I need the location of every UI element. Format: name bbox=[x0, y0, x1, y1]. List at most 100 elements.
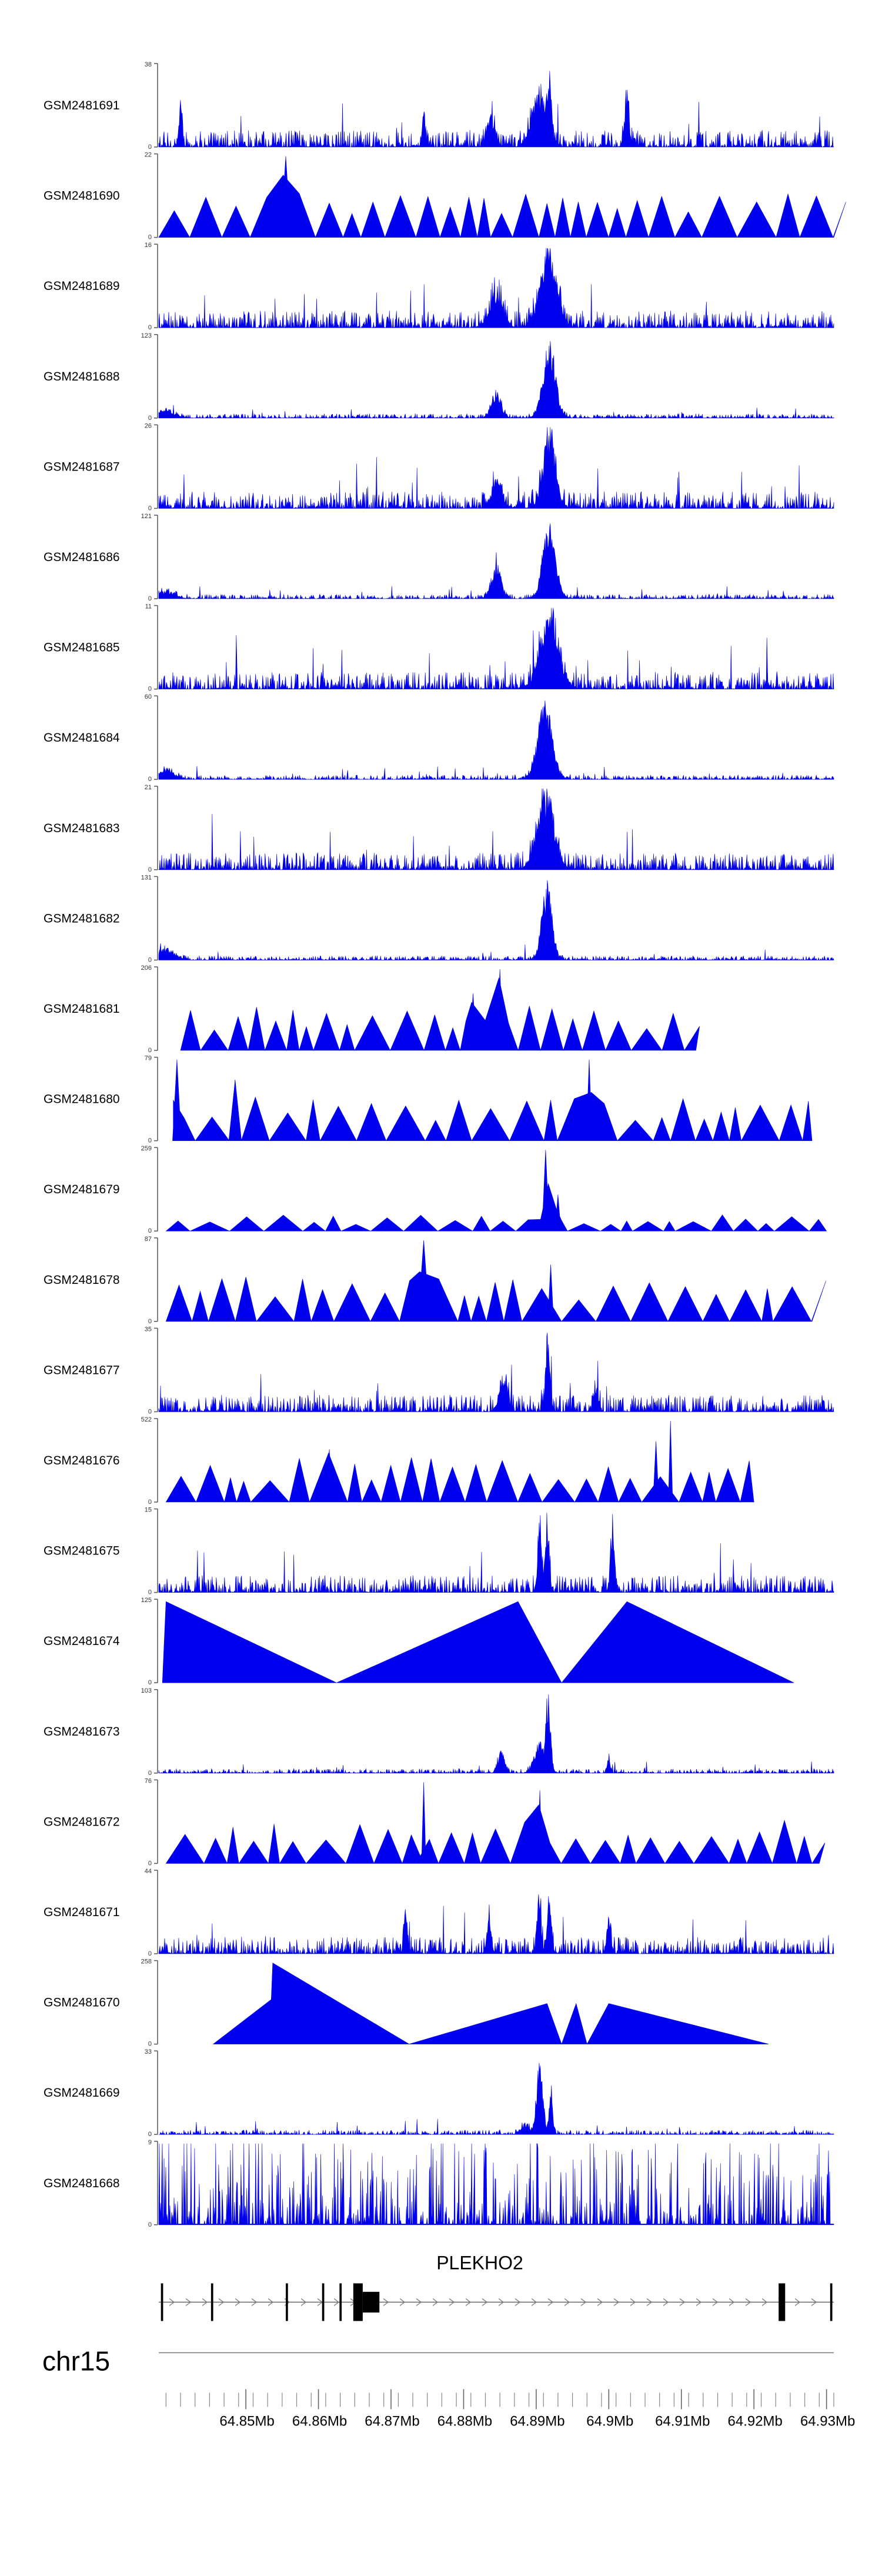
strand-chevron bbox=[449, 2298, 455, 2306]
y-max-label: 11 bbox=[145, 603, 152, 610]
signal-area bbox=[165, 1420, 754, 1503]
strand-chevron bbox=[630, 2298, 636, 2306]
track-GSM2481687: GSM2481687 26 0 bbox=[44, 422, 834, 512]
strand-chevron bbox=[646, 2298, 653, 2306]
strand-chevron bbox=[498, 2298, 505, 2306]
y-min-label: 0 bbox=[148, 1860, 152, 1867]
track-GSM2481680: GSM2481680 79 0 bbox=[44, 1055, 813, 1144]
track-label: GSM2481684 bbox=[44, 731, 120, 745]
y-max-label: 125 bbox=[141, 1597, 152, 1604]
strand-chevron bbox=[613, 2298, 620, 2306]
strand-chevron bbox=[383, 2298, 389, 2306]
y-min-label: 0 bbox=[148, 1950, 152, 1957]
signal-area bbox=[158, 248, 834, 329]
track-GSM2481686: GSM2481686 121 0 bbox=[44, 513, 834, 602]
strand-chevron bbox=[169, 2298, 175, 2306]
track-label: GSM2481672 bbox=[44, 1815, 120, 1828]
track-label: GSM2481670 bbox=[44, 1996, 120, 2010]
y-max-label: 258 bbox=[141, 1958, 152, 1966]
strand-chevron bbox=[251, 2298, 258, 2306]
track-GSM2481689: GSM2481689 16 0 bbox=[44, 242, 834, 331]
track-label: GSM2481671 bbox=[44, 1906, 120, 1919]
gene-name-label: PLEKHO2 bbox=[436, 2252, 523, 2273]
track-label: GSM2481668 bbox=[44, 2177, 120, 2190]
track-label: GSM2481682 bbox=[44, 912, 120, 925]
y-min-label: 0 bbox=[148, 866, 152, 873]
gene-exon bbox=[830, 2283, 833, 2321]
track-GSM2481674: GSM2481674 125 0 bbox=[44, 1597, 794, 1686]
y-min-label: 0 bbox=[148, 1499, 152, 1506]
x-tick-label: 64.92Mb bbox=[728, 2413, 783, 2429]
signal-area bbox=[158, 880, 834, 961]
track-GSM2481690: GSM2481690 22 0 bbox=[44, 152, 846, 241]
y-min-label: 0 bbox=[148, 2221, 152, 2228]
track-GSM2481691: GSM2481691 38 0 bbox=[44, 61, 834, 151]
strand-chevron bbox=[597, 2298, 603, 2306]
track-label: GSM2481687 bbox=[44, 460, 120, 473]
signal-area bbox=[158, 1894, 834, 1955]
strand-chevron bbox=[729, 2298, 735, 2306]
y-max-label: 206 bbox=[141, 965, 152, 972]
x-tick-label: 64.9Mb bbox=[586, 2413, 633, 2429]
track-GSM2481684: GSM2481684 60 0 bbox=[44, 693, 834, 783]
y-min-label: 0 bbox=[148, 415, 152, 422]
y-min-label: 0 bbox=[148, 776, 152, 783]
y-min-label: 0 bbox=[148, 144, 152, 151]
y-max-label: 522 bbox=[141, 1416, 152, 1423]
track-label: GSM2481673 bbox=[44, 1725, 120, 1739]
y-min-label: 0 bbox=[148, 1047, 152, 1054]
strand-chevron bbox=[811, 2298, 817, 2306]
signal-area bbox=[180, 969, 700, 1052]
gene-exon bbox=[286, 2283, 288, 2321]
strand-chevron bbox=[416, 2298, 422, 2306]
y-min-label: 0 bbox=[148, 1770, 152, 1777]
gene-exon bbox=[161, 2283, 163, 2321]
strand-chevron bbox=[580, 2298, 587, 2306]
signal-area bbox=[165, 1782, 826, 1864]
strand-chevron bbox=[333, 2298, 340, 2306]
track-label: GSM2481689 bbox=[44, 279, 120, 293]
gene-track: PLEKHO2 bbox=[159, 2252, 834, 2321]
strand-chevron bbox=[300, 2298, 307, 2306]
y-min-label: 0 bbox=[148, 1589, 152, 1596]
y-max-label: 131 bbox=[141, 874, 152, 881]
track-GSM2481683: GSM2481683 21 0 bbox=[44, 784, 834, 873]
y-min-label: 0 bbox=[148, 2041, 152, 2048]
track-GSM2481682: GSM2481682 131 0 bbox=[44, 874, 834, 963]
signal-area bbox=[159, 2063, 834, 2135]
strand-chevron bbox=[514, 2298, 521, 2306]
strand-chevron bbox=[794, 2298, 801, 2306]
y-max-label: 259 bbox=[141, 1145, 152, 1152]
track-label: GSM2481690 bbox=[44, 189, 120, 203]
y-max-label: 76 bbox=[145, 1777, 152, 1784]
strand-chevron bbox=[482, 2298, 488, 2306]
signal-area bbox=[158, 608, 834, 690]
track-label: GSM2481677 bbox=[44, 1363, 120, 1377]
signal-area bbox=[158, 2143, 834, 2225]
strand-chevron bbox=[564, 2298, 570, 2306]
track-GSM2481678: GSM2481678 87 0 bbox=[44, 1236, 826, 1325]
track-label: GSM2481681 bbox=[44, 1002, 120, 1016]
y-max-label: 103 bbox=[141, 1687, 152, 1694]
x-tick-label: 64.85Mb bbox=[219, 2413, 274, 2429]
strand-chevron bbox=[663, 2298, 669, 2306]
track-GSM2481672: GSM2481672 76 0 bbox=[44, 1777, 826, 1867]
track-GSM2481675: GSM2481675 15 0 bbox=[44, 1507, 834, 1596]
strand-chevron bbox=[547, 2298, 554, 2306]
strand-chevron bbox=[679, 2298, 686, 2306]
track-label: GSM2481679 bbox=[44, 1183, 120, 1196]
x-tick-label: 64.89Mb bbox=[510, 2413, 564, 2429]
x-tick-label: 64.93Mb bbox=[800, 2413, 855, 2429]
track-label: GSM2481686 bbox=[44, 550, 120, 564]
track-label: GSM2481669 bbox=[44, 2086, 120, 2100]
strand-chevron bbox=[235, 2298, 241, 2306]
gene-exon bbox=[353, 2283, 363, 2321]
track-label: GSM2481680 bbox=[44, 1093, 120, 1106]
gene-exon bbox=[322, 2283, 325, 2321]
track-label: GSM2481688 bbox=[44, 370, 120, 383]
y-max-label: 35 bbox=[145, 1326, 152, 1333]
y-max-label: 15 bbox=[145, 1507, 152, 1514]
track-label: GSM2481674 bbox=[44, 1634, 120, 1648]
track-GSM2481673: GSM2481673 103 0 bbox=[44, 1687, 834, 1777]
